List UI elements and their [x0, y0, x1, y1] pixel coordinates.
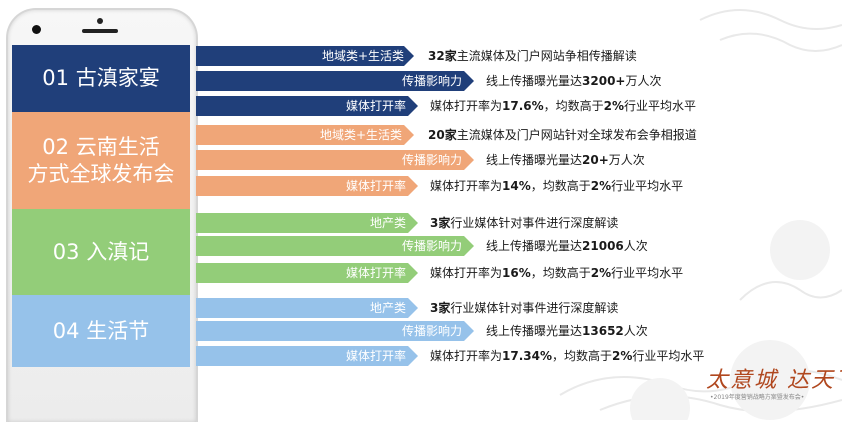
arrow-bar	[196, 96, 418, 116]
signature-logo: 太意城 达天下 •2019年度营销战略方案暨发布会•	[706, 362, 842, 418]
phone-speaker-icon	[82, 29, 118, 33]
arrow-label: 地产类	[369, 301, 406, 315]
arrow-bar	[196, 263, 418, 283]
arrow-label: 传播影响力	[401, 153, 462, 167]
phone-screen: 01 古滇家宴 02 云南生活 方式全球发布会 03 入滇记 04 生活节	[12, 45, 190, 367]
arrow-bar	[196, 176, 418, 196]
arrow-label: 媒体打开率	[345, 349, 406, 363]
arrow-bar	[196, 236, 474, 256]
arrow-label: 传播影响力	[401, 239, 462, 253]
arrow-label: 媒体打开率	[345, 99, 406, 113]
phone-camera-icon	[32, 25, 41, 34]
arrow-label: 传播影响力	[401, 324, 462, 338]
arrow-bar	[196, 346, 418, 366]
arrow-bar	[196, 125, 414, 145]
arrow-bar	[196, 298, 418, 318]
metric-text: 32家主流媒体及门户网站争相传播解读	[428, 49, 637, 63]
metric-text: 媒体打开率为17.34%，均数高于2%行业平均水平	[430, 349, 705, 363]
arrow-label: 传播影响力	[401, 74, 462, 88]
metric-text: 媒体打开率为14%，均数高于2%行业平均水平	[430, 179, 684, 193]
arrow-label: 媒体打开率	[345, 179, 406, 193]
metric-text: 媒体打开率为17.6%，均数高于2%行业平均水平	[430, 99, 697, 113]
metric-text: 3家行业媒体针对事件进行深度解读	[430, 216, 619, 230]
metric-text: 线上传播曝光量达21006人次	[486, 239, 648, 253]
arrow-label: 地域类+生活类	[319, 128, 402, 142]
signature-main: 太意城 达天下	[706, 368, 842, 393]
metric-text: 线上传播曝光量达3200+万人次	[486, 74, 662, 88]
metric-text: 20家主流媒体及门户网站针对全球发布会争相报道	[428, 128, 697, 142]
arrow-bar	[196, 150, 474, 170]
metric-text: 3家行业媒体针对事件进行深度解读	[430, 301, 619, 315]
arrow-bar	[196, 46, 414, 66]
arrow-bar	[196, 71, 474, 91]
arrow-label: 地产类	[369, 216, 406, 230]
event-block-3: 03 入滇记	[12, 209, 190, 295]
arrow-label: 媒体打开率	[345, 266, 406, 280]
metric-text: 线上传播曝光量达20+万人次	[486, 153, 645, 167]
metric-text: 媒体打开率为16%，均数高于2%行业平均水平	[430, 266, 684, 280]
phone-dot-icon	[97, 18, 103, 24]
arrow-bar	[196, 213, 418, 233]
event-block-1: 01 古滇家宴	[12, 45, 190, 112]
event-block-4: 04 生活节	[12, 295, 190, 367]
arrow-bar	[196, 321, 474, 341]
event-block-2: 02 云南生活 方式全球发布会	[12, 112, 190, 209]
arrow-label: 地域类+生活类	[321, 49, 404, 63]
signature-sub: •2019年度营销战略方案暨发布会•	[710, 394, 805, 401]
metric-text: 线上传播曝光量达13652人次	[486, 324, 648, 338]
